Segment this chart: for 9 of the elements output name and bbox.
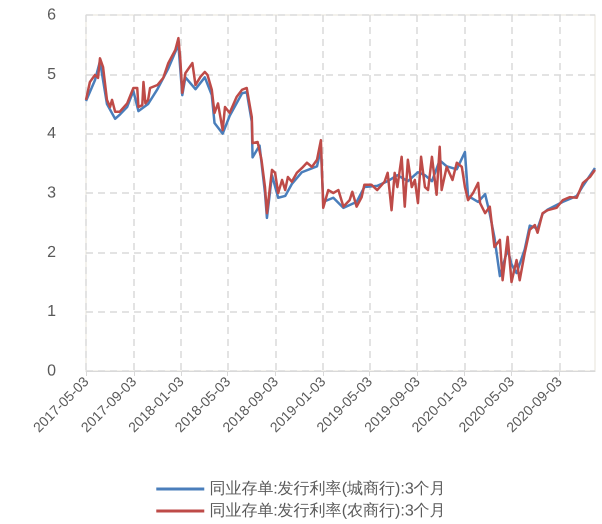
legend-label: 同业存单:发行利率(城商行):3个月 <box>209 480 446 498</box>
y-tick-label: 4 <box>47 125 56 142</box>
y-tick-label: 0 <box>47 362 56 380</box>
y-tick-label: 6 <box>47 6 56 24</box>
y-tick-label: 2 <box>47 244 56 261</box>
y-tick-label: 3 <box>47 184 56 202</box>
y-tick-label: 5 <box>47 66 56 83</box>
legend-label: 同业存单:发行利率(农商行):3个月 <box>209 502 446 520</box>
y-tick-label: 1 <box>47 303 56 320</box>
